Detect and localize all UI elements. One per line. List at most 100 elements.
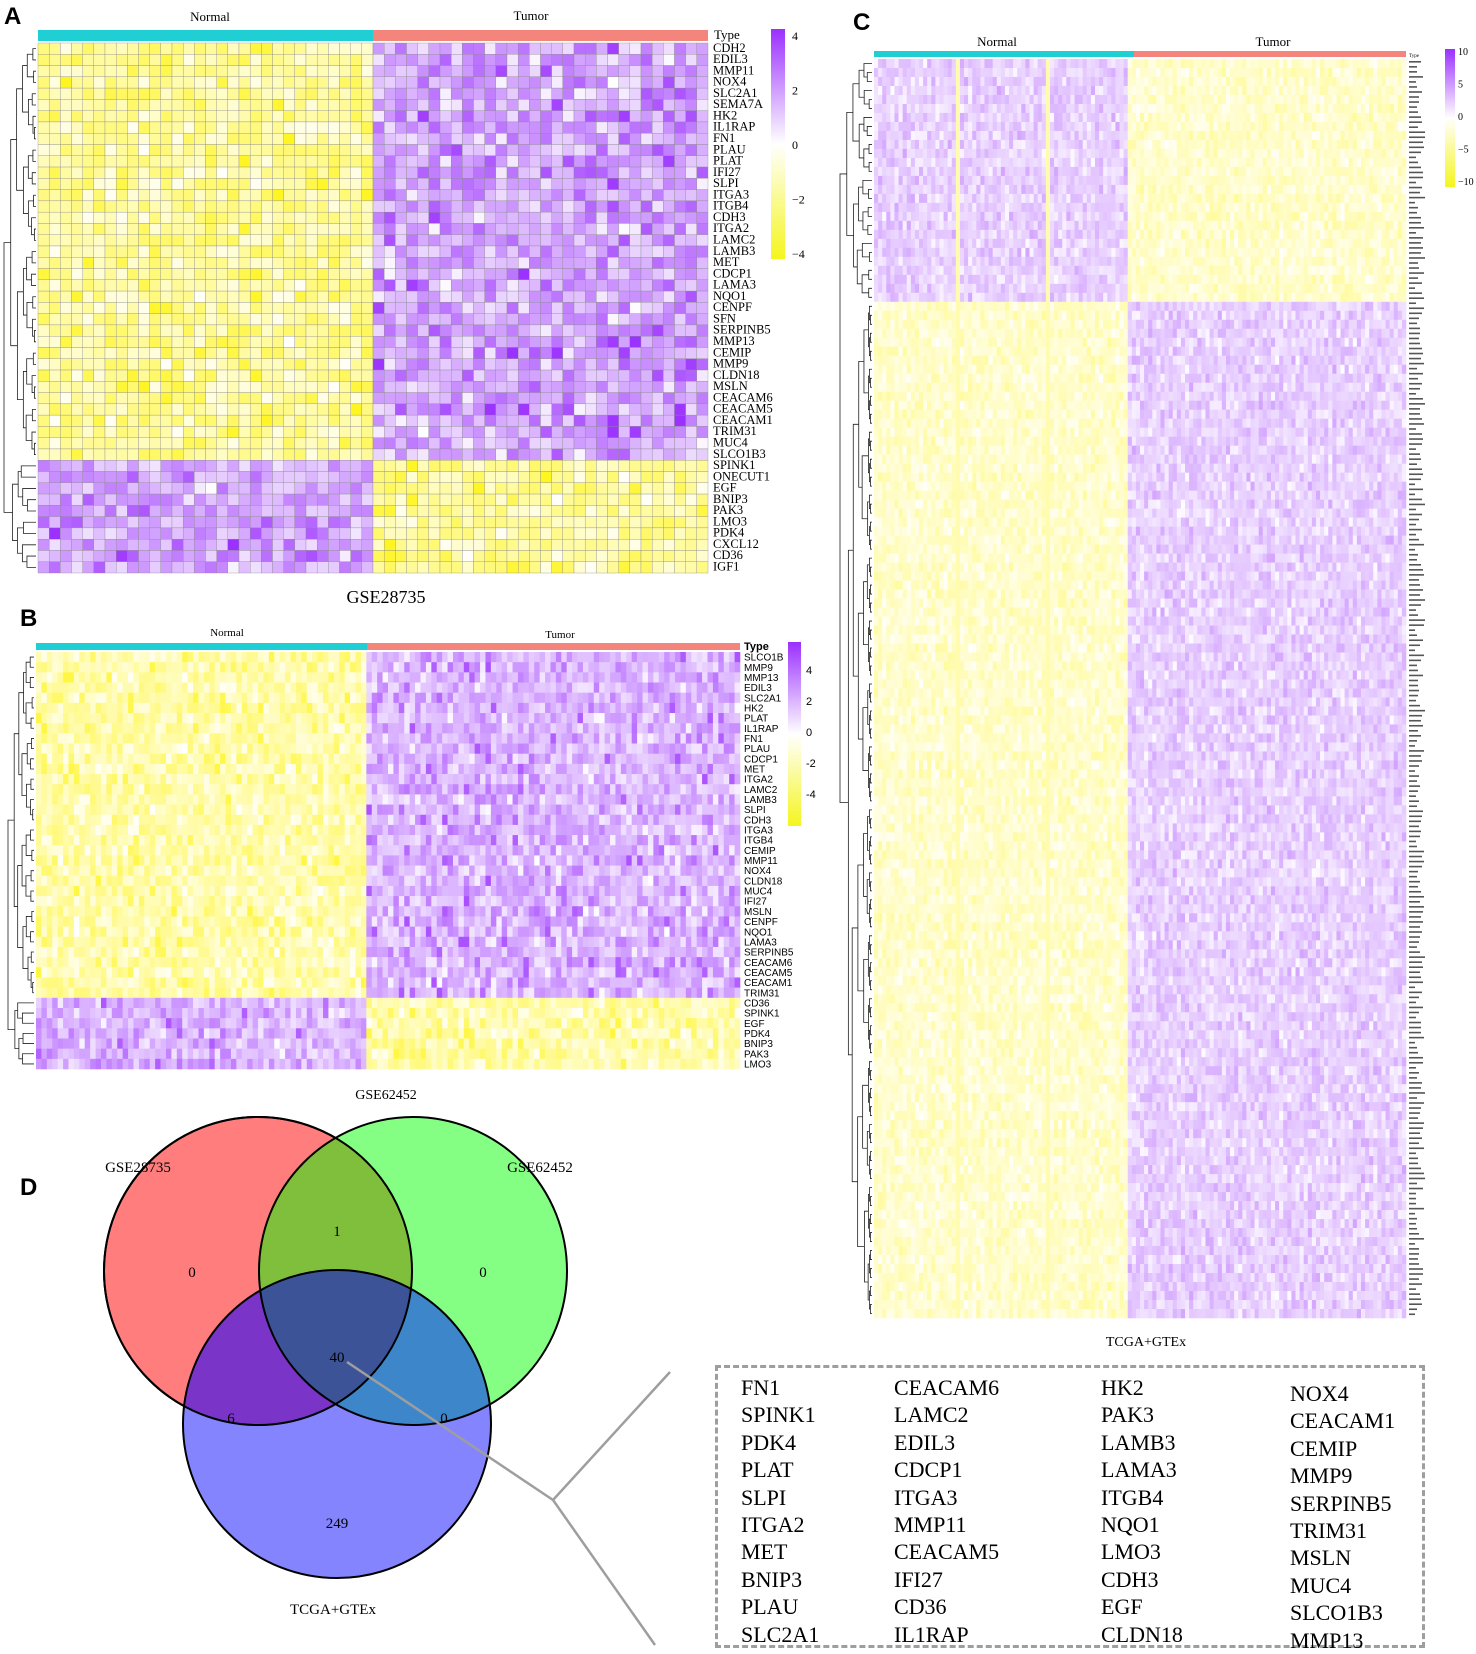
- heatmap-cell: [104, 550, 117, 562]
- heatmap-cell: [68, 682, 75, 693]
- heatmap-cell: [182, 662, 188, 673]
- heatmap-cell: [573, 302, 586, 314]
- heatmap-cell: [149, 144, 162, 156]
- heatmap-cell: [442, 804, 448, 816]
- heatmap-cell: [663, 448, 675, 461]
- heatmap-cell: [474, 743, 481, 755]
- heatmap-cell: [93, 54, 106, 66]
- heatmap-cell: [640, 313, 653, 326]
- heatmap-cell: [283, 121, 296, 134]
- heatmap-cell: [664, 672, 670, 683]
- heatmap-cell: [452, 743, 459, 755]
- heatmap-cell: [551, 257, 564, 269]
- heatmap-cell: [406, 200, 418, 213]
- heatmap-cell: [506, 54, 519, 66]
- heatmap-cell: [225, 702, 232, 714]
- heatmap-cell: [104, 144, 117, 156]
- heatmap-cell: [236, 662, 243, 673]
- heatmap-cell: [702, 662, 708, 673]
- heatmap-cell: [182, 713, 188, 724]
- heatmap-cell: [685, 784, 692, 795]
- heatmap-cell: [561, 774, 568, 785]
- heatmap-cell: [495, 538, 508, 551]
- heatmap-cell: [406, 223, 418, 235]
- heatmap-cell: [450, 76, 463, 89]
- heatmap-cell: [90, 672, 96, 683]
- heatmap-cell: [82, 302, 95, 314]
- heatmap-cell: [540, 550, 552, 562]
- heatmap-cell: [149, 804, 156, 816]
- heatmap-cell: [263, 652, 270, 663]
- heatmap-cell: [60, 42, 72, 55]
- heatmap-cell: [604, 733, 611, 744]
- heatmap-cell: [669, 774, 676, 785]
- heatmap-cell: [584, 426, 597, 438]
- heatmap-cell: [323, 784, 329, 795]
- heatmap-cell: [328, 652, 335, 663]
- heatmap-cell: [272, 200, 284, 213]
- heatmap-cell: [84, 672, 91, 683]
- heatmap-cell: [417, 381, 430, 393]
- heatmap-cell: [651, 426, 664, 438]
- heatmap-cell: [382, 794, 389, 805]
- heatmap-cell: [588, 743, 595, 755]
- heatmap-cell: [562, 223, 575, 235]
- heatmap-cell: [203, 763, 210, 775]
- heatmap-cell: [93, 313, 106, 326]
- heatmap-cell: [372, 516, 385, 529]
- heatmap-cell: [316, 392, 329, 405]
- heatmap-cell: [642, 662, 649, 673]
- heatmap-cell: [540, 211, 552, 224]
- heatmap-cell: [82, 133, 95, 145]
- heatmap-cell: [361, 482, 374, 495]
- heatmap-cell: [82, 527, 95, 540]
- heatmap-cell: [160, 527, 173, 540]
- heatmap-cell: [607, 290, 619, 303]
- heatmap-cell: [328, 211, 340, 224]
- heatmap-cell: [702, 794, 708, 805]
- heatmap-cell: [295, 733, 302, 744]
- heatmap-cell: [729, 682, 735, 693]
- heatmap-cell: [339, 763, 345, 775]
- heatmap-cell: [409, 672, 416, 683]
- heatmap-cell: [584, 87, 597, 100]
- heatmap-cell: [160, 166, 173, 179]
- heatmap-cell: [610, 763, 616, 775]
- heatmap-cell: [629, 358, 642, 371]
- heatmap-cell: [696, 662, 703, 673]
- heatmap-cell: [685, 99, 698, 111]
- heatmap-cell: [241, 753, 248, 765]
- heatmap-cell: [249, 87, 262, 100]
- heatmap-cell: [230, 692, 237, 704]
- heatmap-cell: [82, 460, 95, 472]
- heatmap-cell: [463, 743, 470, 755]
- heatmap-cell: [551, 358, 564, 371]
- heatmap-cell: [294, 493, 307, 506]
- heatmap-cell: [562, 538, 575, 551]
- heatmap-cell: [263, 733, 270, 744]
- heatmap-cell: [495, 178, 508, 190]
- heatmap-cell: [249, 381, 262, 393]
- heatmap-cell: [37, 302, 50, 314]
- heatmap-cell: [205, 516, 217, 529]
- heatmap-cell: [115, 279, 128, 292]
- heatmap-cell: [495, 414, 508, 427]
- heatmap-cell: [529, 223, 541, 235]
- gene-label: CLDN18: [713, 368, 760, 382]
- heatmap-cell: [350, 133, 363, 145]
- heatmap-cell: [573, 381, 586, 393]
- heatmap-cell: [165, 682, 172, 693]
- heatmap-cell: [138, 121, 150, 134]
- heatmap-cell: [115, 505, 128, 517]
- heatmap-cell: [104, 527, 117, 540]
- heatmap-cell: [490, 804, 497, 816]
- heatmap-cell: [165, 662, 172, 673]
- heatmap-cell: [328, 672, 335, 683]
- heatmap-cell: [409, 743, 416, 755]
- heatmap-cell: [115, 460, 128, 472]
- heatmap-cell: [462, 110, 474, 123]
- heatmap-cell: [305, 493, 318, 506]
- heatmap-cell: [238, 460, 251, 472]
- heatmap-cell: [272, 437, 284, 450]
- heatmap-cell: [355, 784, 362, 795]
